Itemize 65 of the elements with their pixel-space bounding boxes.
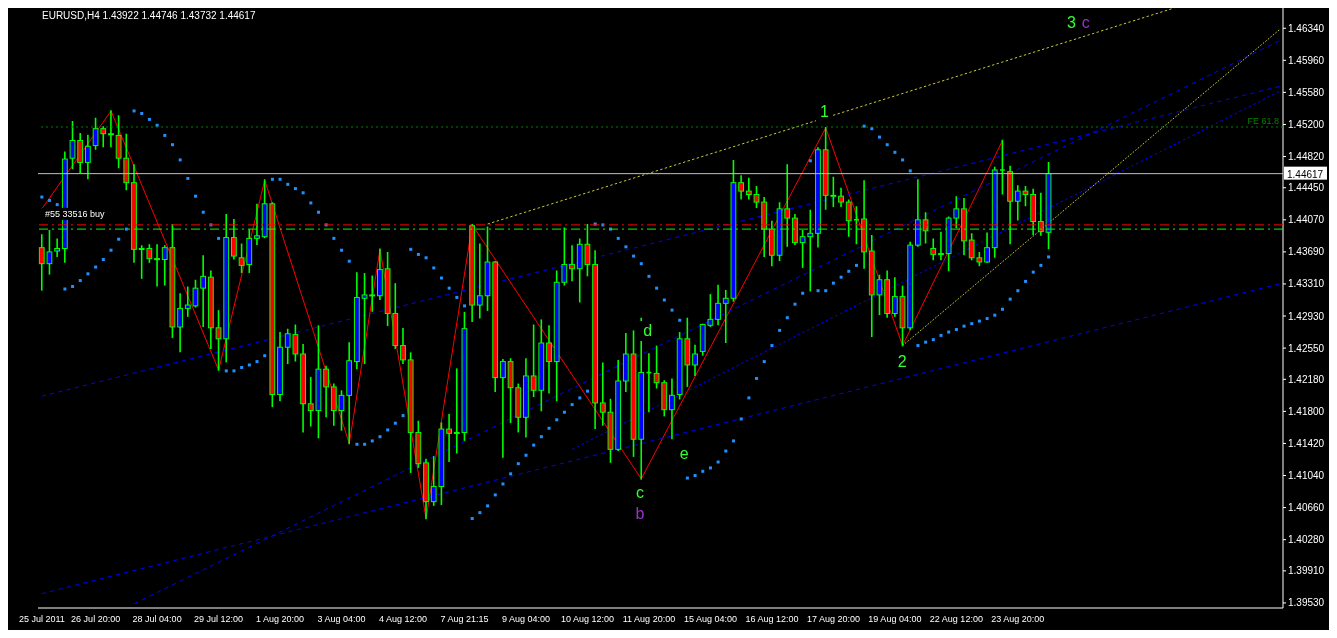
candlestick (930, 238, 937, 261)
candlestick (546, 325, 552, 394)
x-tick-label: 16 Aug 12:00 (745, 614, 799, 625)
candlestick (669, 378, 675, 440)
chart-title: EURUSD,H4 1.43922 1.44746 1.43732 1.44617 (42, 10, 256, 21)
y-tick-label: 1.39910 (1288, 565, 1325, 577)
x-tick-label: 3 Aug 04:00 (317, 614, 366, 625)
annotation: b (632, 503, 649, 524)
y-tick-label: 1.42930 (1288, 310, 1325, 322)
candlestick (738, 175, 745, 200)
x-tick-label: 23 Aug 20:00 (991, 614, 1045, 625)
ref-line-label: 1.44617 (1287, 168, 1324, 180)
annotation: 1 (816, 101, 833, 122)
candlestick (84, 134, 91, 180)
annotation: c (632, 483, 649, 504)
x-tick-label: 19 Aug 04:00 (868, 614, 922, 625)
annotation: d (639, 320, 656, 341)
candlestick (446, 413, 452, 462)
y-tick-label: 1.39530 (1288, 597, 1325, 609)
y-tick-label: 1.41420 (1288, 437, 1325, 449)
y-tick-label: 1.45200 (1288, 119, 1325, 131)
y-tick-label: 1.42550 (1288, 342, 1325, 354)
candlestick (569, 245, 575, 282)
x-tick-label: 15 Aug 04:00 (683, 614, 737, 625)
x-tick-label: 25 Jul 2011 (18, 614, 65, 625)
y-tick-label: 1.42180 (1288, 373, 1325, 385)
candlestick (400, 327, 406, 365)
y-tick-label: 1.40280 (1288, 534, 1325, 546)
y-tick-label: 1.44820 (1288, 151, 1325, 163)
candlestick (323, 365, 330, 418)
candlestick (715, 284, 721, 326)
x-tick-label: 29 Jul 12:00 (194, 614, 244, 625)
annotation: 3 (1063, 13, 1080, 34)
candlestick (984, 232, 990, 263)
x-tick-label: 26 Jul 20:00 (71, 614, 121, 625)
candlestick (692, 344, 698, 376)
y-tick-label: 1.46340 (1288, 22, 1325, 34)
x-tick-label: 7 Aug 21:15 (440, 614, 489, 625)
x-tick-label: 17 Aug 20:00 (806, 614, 860, 625)
y-tick-label: 1.41800 (1288, 405, 1325, 417)
x-tick-label: 11 Aug 20:00 (622, 614, 676, 625)
ref-line-label: FE 61.8 (1247, 115, 1279, 126)
y-tick-label: 1.44450 (1288, 182, 1325, 194)
y-tick-label: 1.43690 (1288, 246, 1325, 258)
candlestick (938, 231, 944, 261)
x-tick-label: 1 Aug 20:00 (256, 614, 305, 625)
x-tick-label: 10 Aug 12:00 (560, 614, 615, 625)
x-tick-label: 28 Jul 04:00 (132, 614, 182, 625)
annotation: 2 (894, 351, 911, 372)
x-tick-label: 22 Aug 12:00 (929, 614, 983, 625)
y-tick-label: 1.45960 (1288, 54, 1325, 66)
y-tick-label: 1.41040 (1288, 470, 1325, 482)
x-tick-label: 9 Aug 04:00 (501, 614, 551, 625)
candlestick (177, 293, 183, 353)
candlestick (154, 244, 160, 287)
x-tick-label: 4 Aug 12:00 (379, 614, 428, 625)
y-tick-label: 1.44070 (1288, 214, 1325, 226)
y-tick-label: 1.45580 (1288, 86, 1325, 98)
annotation: e (676, 444, 693, 465)
y-tick-label: 1.43310 (1288, 278, 1325, 290)
candlestick (999, 139, 1006, 195)
candlestick (499, 359, 506, 458)
ref-line-label: #55 33516 buy (45, 208, 106, 219)
y-tick-label: 1.40660 (1288, 502, 1325, 514)
annotation: c (1077, 13, 1094, 34)
